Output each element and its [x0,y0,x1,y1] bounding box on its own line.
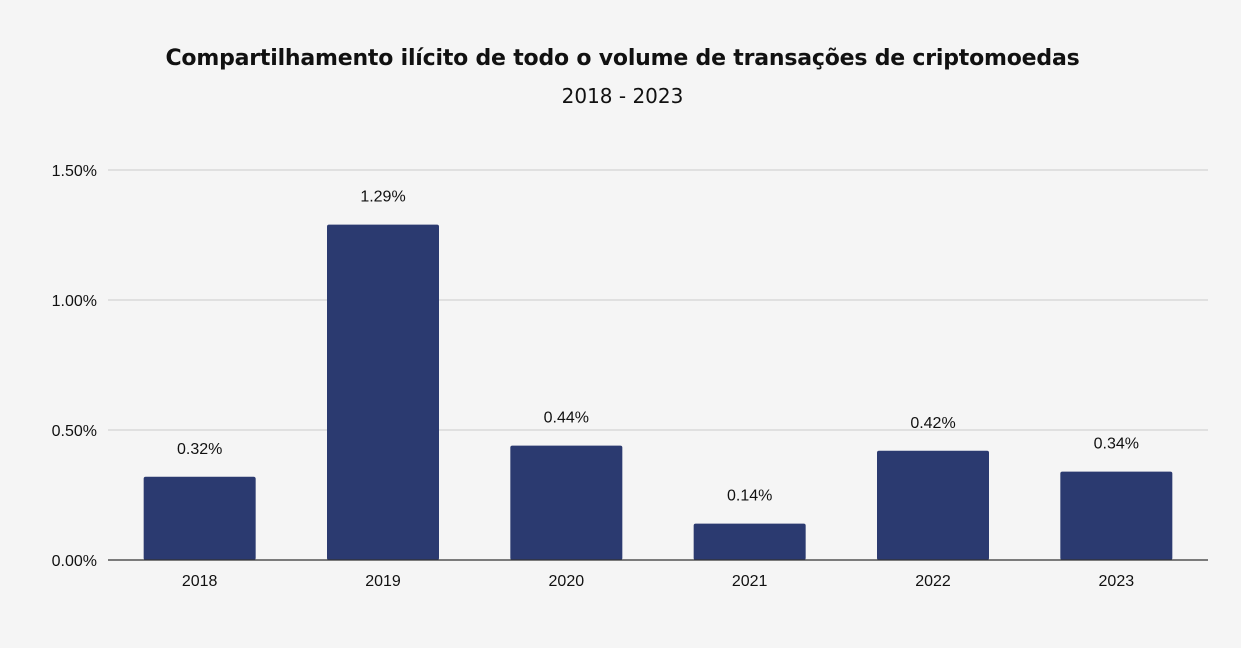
data-label: 0.32% [177,441,222,458]
y-tick-label: 0.50% [52,423,97,440]
bar [693,523,806,560]
data-label: 0.14% [727,488,772,505]
bar [143,476,256,560]
x-tick-label: 2022 [915,573,951,590]
bar [327,224,439,560]
x-tick-label: 2019 [365,573,401,590]
x-tick-label: 2021 [732,573,768,590]
y-tick-label: 0.00% [52,553,97,570]
x-tick-label: 2020 [549,573,585,590]
chart-subtitle: 2018 - 2023 [561,84,684,108]
data-label: 0.44% [544,410,589,427]
data-label: 1.29% [360,189,405,206]
x-tick-label: 2023 [1099,573,1135,590]
bar [510,445,623,560]
bar [1060,471,1173,560]
y-tick-label: 1.00% [52,293,97,310]
chart-title: Compartilhamento ilícito de todo o volum… [165,46,1080,71]
x-tick-label: 2018 [182,573,218,590]
data-label: 0.34% [1094,436,1139,453]
bar [877,450,989,560]
data-label: 0.42% [910,415,955,432]
y-tick-label: 1.50% [52,163,97,180]
